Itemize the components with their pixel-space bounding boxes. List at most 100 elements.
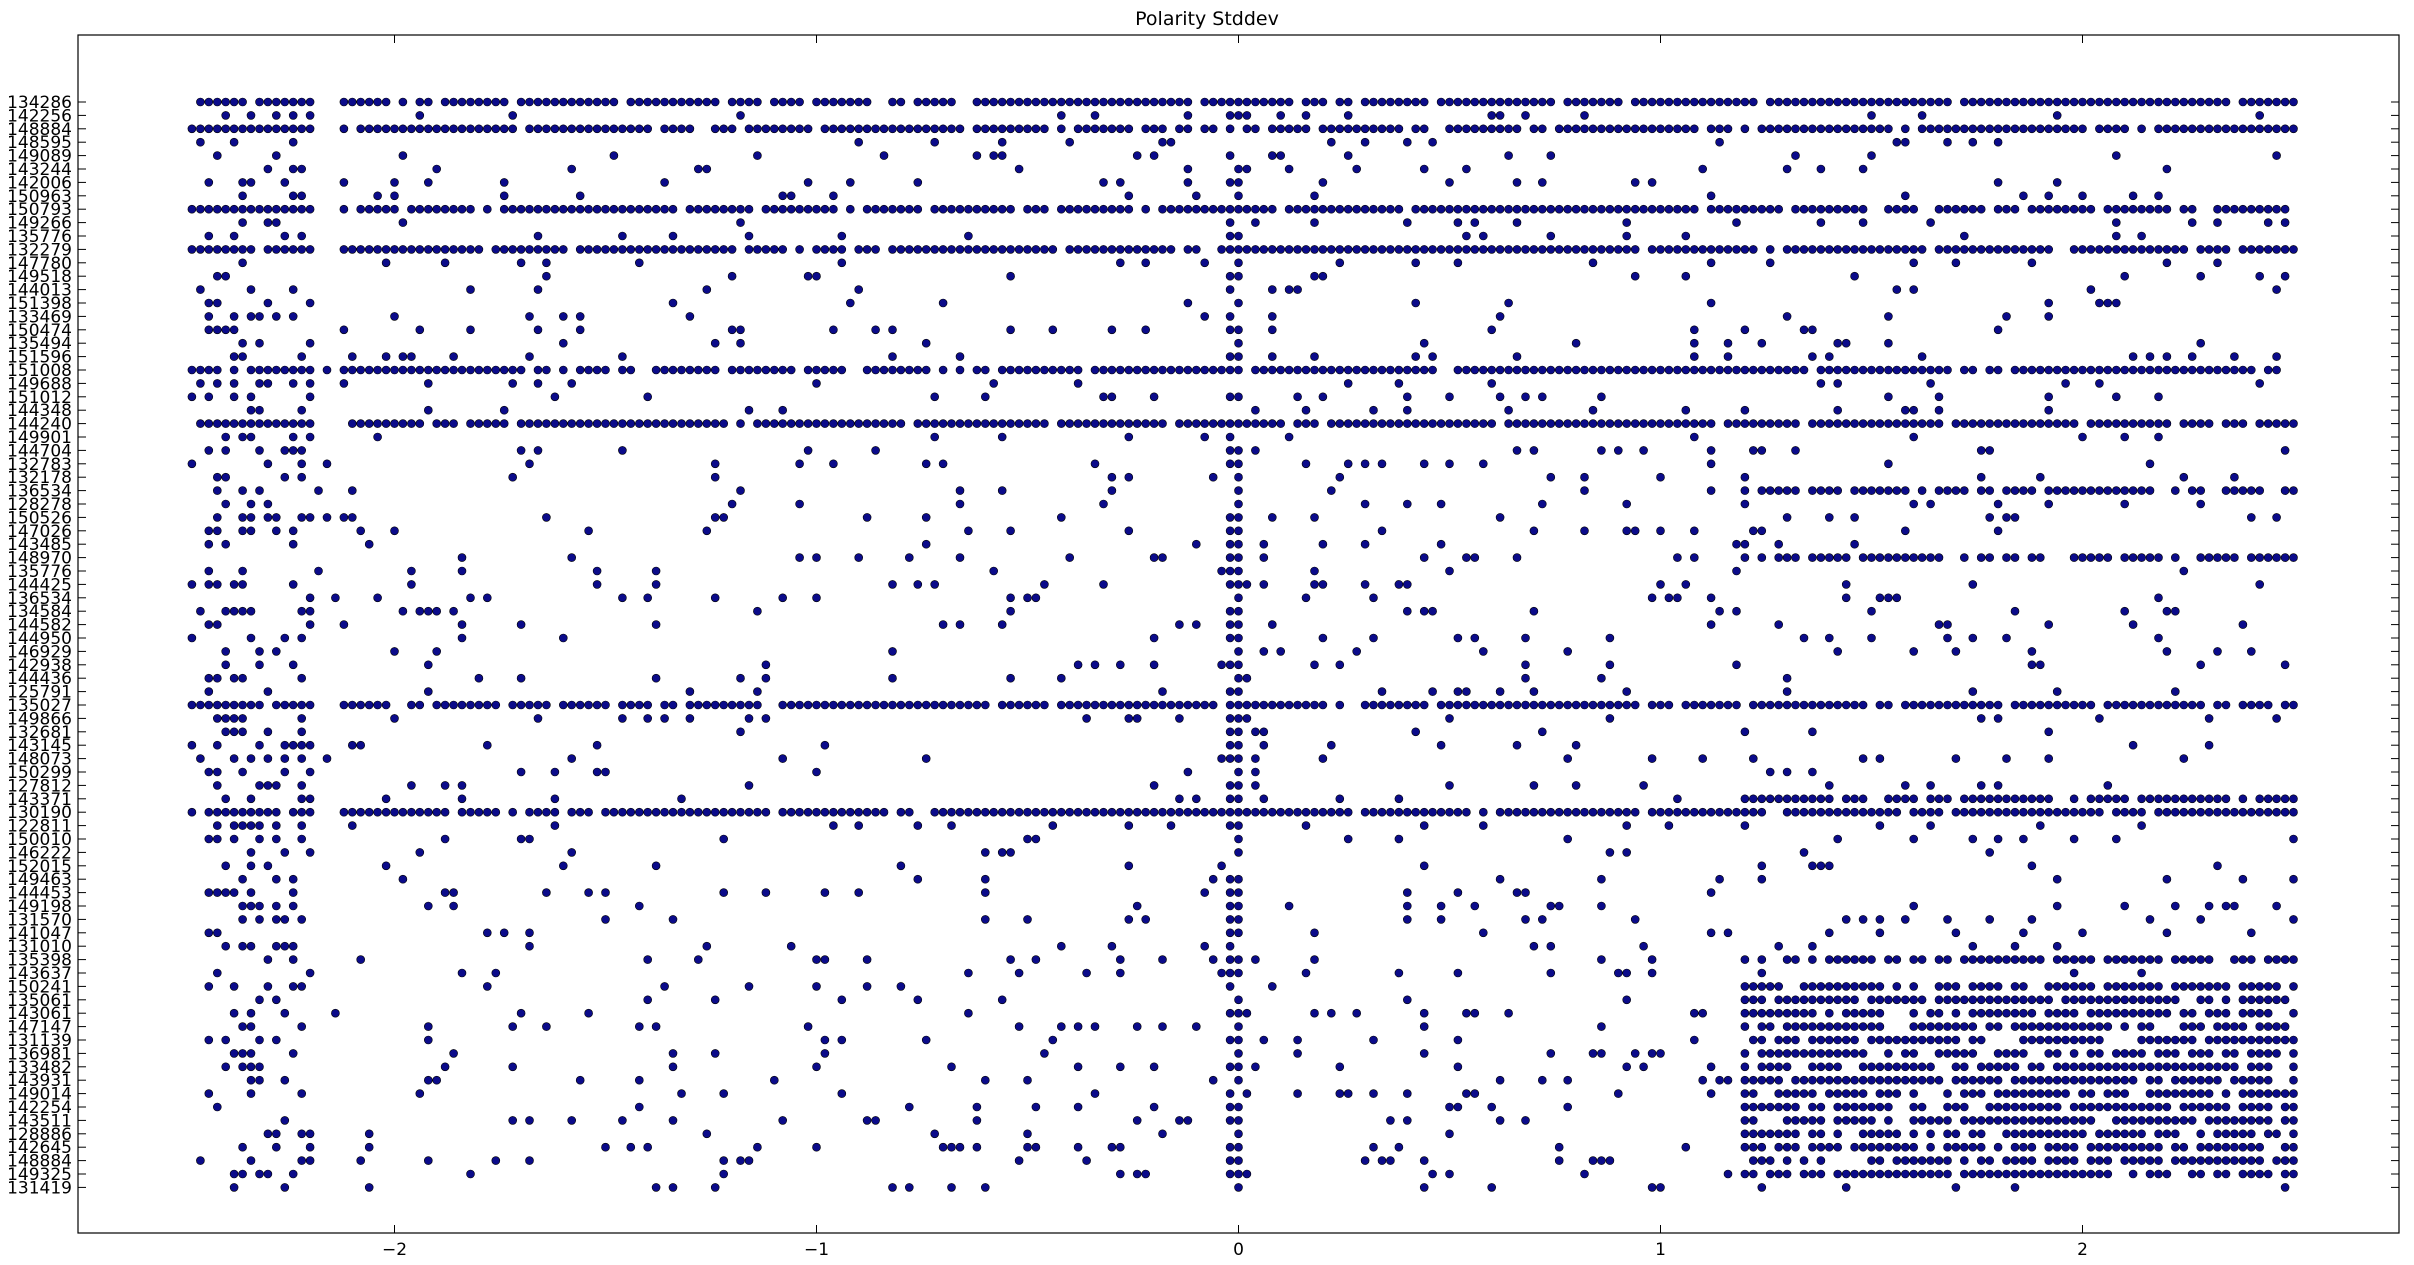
y-tick-label: 143485 [7, 535, 72, 555]
scatter-point [618, 245, 627, 254]
scatter-point [2027, 1008, 2037, 1018]
scatter-point [1597, 204, 1606, 214]
scatter-point [246, 633, 256, 643]
scatter-point [1799, 982, 1809, 991]
scatter-point [2289, 124, 2298, 134]
scatter-point [1934, 1022, 1944, 1031]
scatter-point [2027, 915, 2037, 924]
scatter-point [685, 687, 695, 696]
scatter-point [2263, 1008, 2273, 1018]
scatter-point [1192, 204, 1201, 214]
scatter-point [2162, 1008, 2172, 1018]
scatter-point [1554, 124, 1564, 134]
scatter-point [1909, 285, 1918, 294]
scatter-point [2213, 97, 2222, 107]
scatter-point [213, 379, 222, 388]
scatter-point [2272, 714, 2281, 723]
scatter-point [567, 97, 577, 107]
scatter-point [1073, 660, 1083, 670]
scatter-point [2112, 1116, 2121, 1125]
scatter-point [1538, 178, 1547, 187]
scatter-point [2044, 298, 2053, 308]
scatter-point [567, 124, 577, 134]
scatter-point [820, 740, 830, 750]
scatter-point [2230, 807, 2239, 817]
scatter-point [1816, 1142, 1826, 1152]
y-tick-label: 136534 [7, 589, 72, 609]
scatter-point [837, 258, 847, 268]
scatter-point [829, 419, 838, 428]
scatter-point [693, 365, 703, 375]
scatter-point [364, 97, 374, 107]
scatter-point [2095, 245, 2104, 254]
scatter-point [1884, 1116, 1893, 1125]
scatter-point [1749, 1008, 1758, 1018]
scatter-point [710, 459, 720, 469]
scatter-point [2036, 995, 2045, 1005]
scatter-point [1234, 513, 1243, 522]
scatter-point [1377, 204, 1387, 214]
scatter-point [1318, 539, 1328, 549]
scatter-point [2078, 97, 2087, 107]
scatter-point [1723, 352, 1733, 361]
scatter-point [1234, 204, 1243, 214]
scatter-point [1301, 204, 1311, 214]
scatter-point [1909, 700, 1918, 710]
scatter-point [1943, 1142, 1952, 1152]
scatter-point [1234, 1008, 1243, 1018]
scatter-point [525, 245, 534, 254]
scatter-point [879, 700, 889, 710]
scatter-point [407, 700, 416, 710]
y-tick-label: 144453 [7, 884, 72, 904]
scatter-point [1985, 807, 1994, 817]
scatter-point [1757, 955, 1767, 964]
scatter-point [2162, 1049, 2172, 1058]
scatter-point [1976, 245, 1986, 254]
scatter-point [601, 204, 610, 214]
scatter-point [1082, 700, 1091, 710]
scatter-point [238, 915, 247, 924]
scatter-point [1403, 915, 1412, 924]
scatter-point [2145, 1062, 2155, 1072]
scatter-point [1023, 365, 1032, 375]
scatter-point [955, 620, 965, 629]
scatter-point [1183, 419, 1193, 428]
scatter-point [2044, 1169, 2053, 1179]
scatter-point [2086, 285, 2096, 294]
scatter-point [1976, 1075, 1986, 1085]
scatter-point [1090, 807, 1100, 817]
scatter-point [2027, 1102, 2037, 1112]
scatter-point [263, 1129, 273, 1139]
scatter-point [1208, 365, 1218, 375]
scatter-point [2137, 968, 2146, 978]
scatter-point [2238, 1089, 2248, 1098]
scatter-point [1411, 258, 1420, 268]
scatter-point [1884, 392, 1893, 402]
scatter-point [2095, 124, 2104, 134]
scatter-point [693, 97, 703, 107]
scatter-point [1360, 419, 1370, 428]
scatter-point [1993, 499, 2003, 509]
scatter-point [1175, 794, 1184, 804]
scatter-point [1993, 97, 2003, 107]
scatter-point [1512, 352, 1522, 361]
scatter-point [204, 1035, 214, 1045]
scatter-point [1259, 580, 1269, 589]
scatter-point [1082, 97, 1091, 107]
scatter-point [1462, 231, 1471, 241]
scatter-point [1343, 204, 1353, 214]
scatter-point [2112, 151, 2121, 160]
scatter-point [1808, 97, 1817, 107]
scatter-point [601, 97, 610, 107]
scatter-point [297, 164, 307, 174]
scatter-point [1529, 245, 1539, 254]
scatter-point [1242, 700, 1252, 710]
scatter-point [2010, 941, 2020, 951]
scatter-point [997, 486, 1007, 495]
scatter-point [1892, 204, 1902, 214]
scatter-point [1816, 807, 1826, 817]
scatter-point [2171, 1129, 2180, 1139]
scatter-point [423, 901, 433, 911]
scatter-point [1234, 365, 1243, 375]
scatter-point [1200, 258, 1209, 268]
